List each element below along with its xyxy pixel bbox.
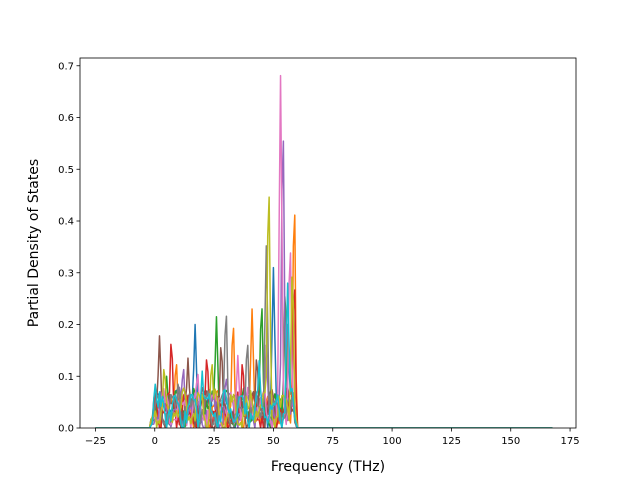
x-tick-label: 75 xyxy=(326,436,339,447)
y-tick-label: 0.7 xyxy=(58,61,74,72)
y-tick-label: 0.3 xyxy=(58,268,74,279)
y-tick-label: 0.0 xyxy=(58,424,74,435)
y-axis-ticks: 0.0 0.1 0.2 0.3 0.4 0.5 0.6 0.7 xyxy=(58,61,80,435)
axes-frame xyxy=(79,57,577,429)
x-tick-label: −25 xyxy=(85,436,106,447)
y-tick-label: 0.4 xyxy=(58,217,74,228)
x-tick-label: 100 xyxy=(383,436,402,447)
series-line-8 xyxy=(95,245,553,428)
y-tick-label: 0.1 xyxy=(58,372,74,383)
x-tick-label: 150 xyxy=(501,436,520,447)
x-tick-label: 50 xyxy=(267,436,280,447)
series-line-4 xyxy=(95,289,553,428)
y-tick-label: 0.5 xyxy=(58,165,74,176)
series-line-7 xyxy=(95,74,553,428)
series-layer xyxy=(95,74,553,428)
x-tick-label: 125 xyxy=(442,436,461,447)
series-line-6 xyxy=(95,335,553,428)
y-tick-label: 0.2 xyxy=(58,320,74,331)
x-tick-label: 25 xyxy=(208,436,221,447)
x-tick-label: 0 xyxy=(152,436,158,447)
y-axis-label: Partial Density of States xyxy=(26,159,42,327)
x-axis-ticks: −25 0 25 50 75 100 125 150 175 xyxy=(85,428,580,447)
y-tick-label: 0.6 xyxy=(58,113,74,124)
series-line-2 xyxy=(95,214,553,428)
x-tick-label: 175 xyxy=(561,436,580,447)
series-line-10 xyxy=(95,282,553,428)
x-axis-label: Frequency (THz) xyxy=(271,459,385,475)
